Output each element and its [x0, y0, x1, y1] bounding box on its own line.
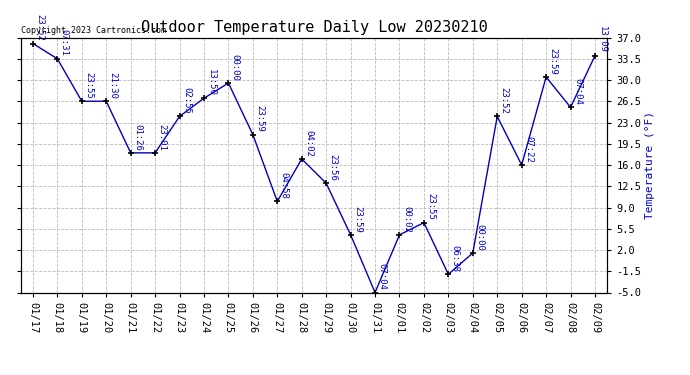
Text: 23:56: 23:56	[328, 154, 337, 181]
Text: 00:00: 00:00	[231, 54, 240, 81]
Text: 04:58: 04:58	[279, 172, 288, 199]
Title: Outdoor Temperature Daily Low 20230210: Outdoor Temperature Daily Low 20230210	[141, 20, 487, 35]
Text: 07:31: 07:31	[60, 30, 69, 56]
Text: 00:02: 00:02	[402, 206, 411, 232]
Text: 23:55: 23:55	[426, 194, 435, 220]
Text: 23:59: 23:59	[353, 206, 362, 232]
Text: 01:26: 01:26	[133, 123, 142, 150]
Text: 13:09: 13:09	[598, 26, 607, 53]
Text: 23:52: 23:52	[500, 87, 509, 114]
Text: 23:55: 23:55	[84, 72, 93, 99]
Text: 07:22: 07:22	[524, 136, 533, 163]
Text: 21:30: 21:30	[109, 72, 118, 99]
Text: 23:59: 23:59	[255, 105, 264, 132]
Text: 02:55: 02:55	[182, 87, 191, 114]
Text: 23:01: 23:01	[157, 123, 166, 150]
Text: 00:00: 00:00	[475, 224, 484, 251]
Text: 07:04: 07:04	[573, 78, 582, 105]
Text: 23:52: 23:52	[35, 14, 44, 41]
Y-axis label: Temperature (°F): Temperature (°F)	[645, 111, 656, 219]
Text: Copyright 2023 Cartronics.com: Copyright 2023 Cartronics.com	[21, 26, 166, 35]
Text: 13:50: 13:50	[206, 69, 215, 96]
Text: 04:02: 04:02	[304, 130, 313, 156]
Text: 23:59: 23:59	[549, 48, 558, 75]
Text: 06:38: 06:38	[451, 245, 460, 272]
Text: 07:04: 07:04	[377, 263, 386, 290]
